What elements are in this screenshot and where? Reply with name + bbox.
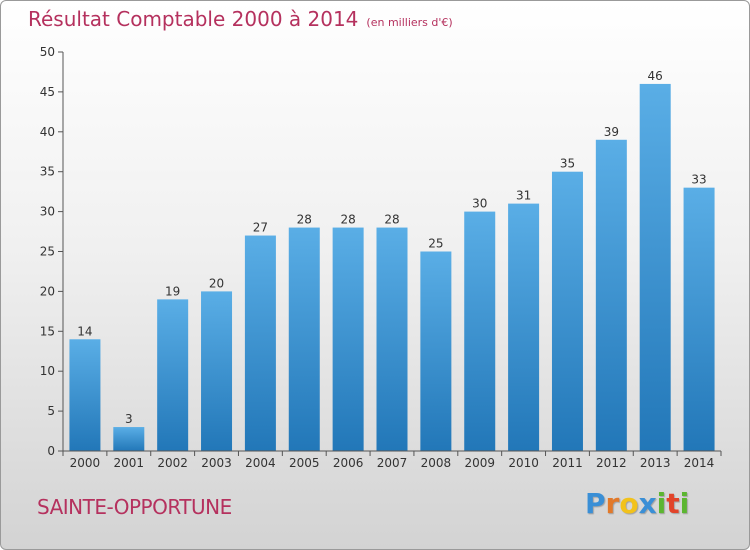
bar-2014	[683, 187, 715, 451]
bar-2005	[288, 227, 320, 451]
bar-2000	[69, 339, 101, 451]
x-tick-label-2001: 2001	[114, 456, 145, 470]
value-label-2004: 27	[253, 221, 268, 235]
y-axis: 0 5 10 15 20 25 30 35 40 45 50	[40, 45, 64, 458]
value-label-2011: 35	[560, 157, 575, 171]
bar-2009	[464, 211, 496, 451]
value-label-2003: 20	[209, 276, 224, 290]
bars: 14 3 19 20 27 28 28 28 25 30 31 35 39 46 33	[69, 69, 715, 452]
proxiti-logo: Proxiti	[585, 487, 689, 520]
x-tick-label-2000: 2000	[70, 456, 101, 470]
logo-letter: r	[605, 487, 620, 520]
commune-name: SAINTE-OPPORTUNE	[37, 495, 232, 519]
value-label-2012: 39	[604, 125, 619, 139]
y-tick-label: 10	[40, 364, 55, 378]
x-tick-label-2005: 2005	[289, 456, 320, 470]
chart-subtitle: (en milliers d'€)	[366, 16, 453, 29]
bar-2002	[157, 299, 189, 451]
logo-letter: i	[679, 487, 690, 520]
x-tick-label-2003: 2003	[201, 456, 232, 470]
x-tick-label-2010: 2010	[508, 456, 539, 470]
value-label-2001: 3	[125, 412, 133, 426]
y-tick-label: 30	[40, 205, 55, 219]
value-label-2009: 30	[472, 197, 487, 211]
bar-2011	[551, 171, 583, 451]
y-tick-label: 45	[40, 85, 55, 99]
y-tick-label: 0	[47, 444, 55, 458]
bar-2006	[332, 227, 364, 451]
x-tick-label-2012: 2012	[596, 456, 627, 470]
value-label-2013: 46	[648, 69, 663, 83]
y-tick-label: 20	[40, 284, 55, 298]
bar-2013	[639, 83, 671, 452]
value-label-2000: 14	[77, 324, 92, 338]
x-tick-label-2004: 2004	[245, 456, 276, 470]
x-tick-label-2006: 2006	[333, 456, 364, 470]
x-tick-label-2008: 2008	[421, 456, 452, 470]
bar-2012	[595, 139, 627, 451]
value-label-2005: 28	[297, 213, 312, 227]
value-label-2014: 33	[691, 173, 706, 187]
bar-2008	[420, 251, 452, 451]
y-tick-label: 15	[40, 324, 55, 338]
y-tick-label: 5	[47, 404, 55, 418]
x-tick-label-2014: 2014	[684, 456, 715, 470]
x-tick-label-2013: 2013	[640, 456, 671, 470]
value-label-2008: 25	[428, 237, 443, 251]
x-tick-label-2009: 2009	[464, 456, 495, 470]
x-tick-label-2002: 2002	[157, 456, 188, 470]
value-label-2006: 28	[340, 213, 355, 227]
y-tick-label: 40	[40, 125, 55, 139]
logo-letter: i	[656, 487, 667, 520]
y-tick-label: 25	[40, 245, 55, 259]
value-label-2010: 31	[516, 189, 531, 203]
bar-2007	[376, 227, 408, 451]
chart-title: Résultat Comptable 2000 à 2014 (en millie…	[28, 7, 453, 31]
value-label-2007: 28	[384, 213, 399, 227]
logo-letter: P	[585, 487, 606, 520]
bar-2001	[113, 427, 145, 451]
value-label-2002: 19	[165, 284, 180, 298]
x-tick-label-2011: 2011	[552, 456, 583, 470]
bar-2010	[508, 203, 540, 451]
bar-2004	[244, 235, 276, 451]
x-axis: 2000 2001 2002 2003 2004 2005 2006 2007 2008 2009…	[62, 450, 722, 470]
logo-letter: t	[666, 487, 680, 520]
logo-letter: x	[638, 487, 657, 520]
logo-letter: o	[619, 487, 639, 520]
y-tick-label: 35	[40, 165, 55, 179]
chart-title-text: Résultat Comptable 2000 à 2014	[28, 7, 359, 31]
x-tick-label-2007: 2007	[377, 456, 408, 470]
bar-2003	[201, 291, 233, 451]
y-tick-label: 50	[40, 45, 55, 59]
